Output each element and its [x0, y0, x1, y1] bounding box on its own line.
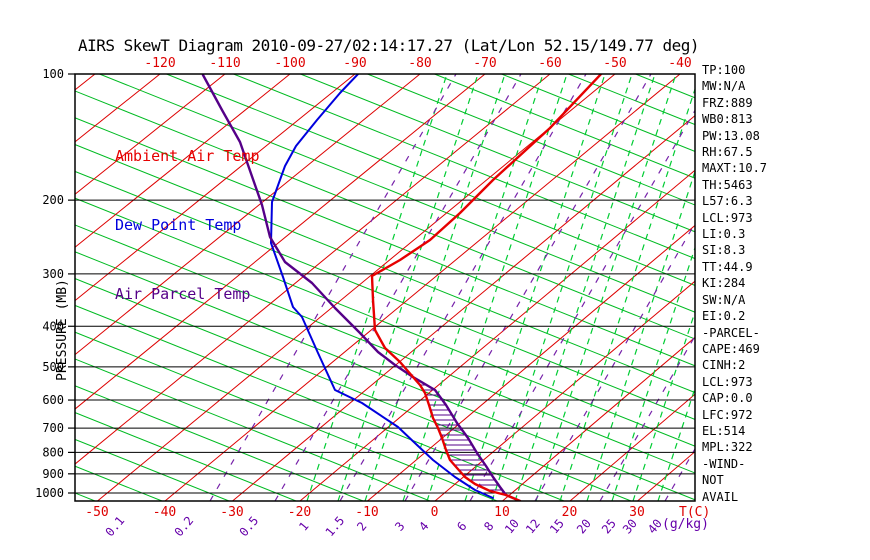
- axis-label: -60: [538, 56, 561, 71]
- parcel-temp-curve: [201, 74, 522, 501]
- axis-label: 200: [42, 193, 64, 207]
- axis-label: -50: [603, 56, 626, 71]
- param-line: NOT: [702, 473, 724, 488]
- axis-label: 300: [42, 267, 64, 281]
- legend-dew-point-temp: Dew Point Temp: [115, 216, 242, 234]
- param-line: AVAIL: [702, 489, 739, 504]
- param-line: CINH:2: [702, 358, 746, 373]
- axis-label: -70: [473, 56, 496, 71]
- legend: Ambient Air Temp Dew Point Temp Air Parc…: [115, 99, 260, 352]
- axis-label: 600: [42, 393, 64, 407]
- axis-label: 20: [562, 505, 578, 520]
- axis-label: 3: [392, 519, 407, 534]
- axis-label: PRESSURE (MB): [55, 279, 70, 381]
- dewpoint-curve: [270, 74, 494, 499]
- axis-label: T(C): [679, 505, 710, 520]
- axis-label: 1000: [35, 486, 64, 500]
- param-line: WB0:813: [702, 112, 753, 127]
- param-line: MW:N/A: [702, 79, 746, 94]
- param-line: TH:5463: [702, 177, 753, 192]
- param-line: LCL:973: [702, 374, 753, 389]
- param-line: CAPE:469: [702, 341, 760, 356]
- param-line: EL:514: [702, 423, 746, 438]
- axis-label: 900: [42, 467, 64, 481]
- axis-label: 6: [454, 519, 469, 534]
- axis-label: 1: [296, 519, 311, 534]
- param-line: KI:284: [702, 276, 746, 291]
- axis-label: 500: [42, 360, 64, 374]
- ambient-temp-curve: [370, 74, 603, 501]
- axis-label: -30: [220, 505, 243, 520]
- param-line: SI:8.3: [702, 243, 746, 258]
- axis-label: 2: [354, 519, 369, 534]
- param-line: RH:67.5: [702, 145, 753, 160]
- param-line: MAXT:10.7: [702, 161, 768, 176]
- axis-label: 12: [523, 516, 543, 536]
- axis-label: 400: [42, 319, 64, 333]
- param-line: LCL:973: [702, 210, 753, 225]
- param-line: LFC:972: [702, 407, 753, 422]
- axis-label: -90: [343, 56, 366, 71]
- axis-label: 0: [431, 505, 439, 520]
- axis-label: 100: [42, 67, 64, 81]
- param-line: -PARCEL-: [702, 325, 760, 340]
- param-line: L57:6.3: [702, 194, 753, 209]
- axis-label: 700: [42, 421, 64, 435]
- param-line: CAP:0.0: [702, 391, 753, 406]
- axis-label: -80: [408, 56, 431, 71]
- axis-label: -120: [144, 56, 175, 71]
- param-line: PW:13.08: [702, 128, 760, 143]
- param-line: MPL:322: [702, 440, 753, 455]
- axis-label: 1.5: [323, 514, 348, 540]
- axis-label: 25: [599, 516, 619, 536]
- moist-adiabat-lines: [209, 74, 695, 501]
- axis-label: -110: [209, 56, 240, 71]
- axis-label: (g/kg): [662, 517, 709, 532]
- axis-label: -40: [668, 56, 691, 71]
- axis-label: 4: [416, 519, 431, 534]
- param-line: SW:N/A: [702, 292, 746, 307]
- axis-label: 10: [494, 505, 510, 520]
- param-line: -WIND-: [702, 456, 746, 471]
- legend-ambient-air-temp: Ambient Air Temp: [115, 147, 260, 165]
- param-line: EI:0.2: [702, 309, 746, 324]
- axis-label: 30: [629, 505, 645, 520]
- axis-label: -10: [355, 505, 378, 520]
- legend-air-parcel-temp: Air Parcel Temp: [115, 285, 251, 303]
- isotherm-lines: [75, 74, 695, 501]
- axis-label: -40: [153, 505, 176, 520]
- pressure-gridlines: [75, 199, 695, 494]
- axis-label: 8: [481, 519, 496, 534]
- param-line: FRZ:889: [702, 95, 753, 110]
- param-line: TP:100: [702, 63, 746, 77]
- param-line: TT:44.9: [702, 259, 753, 274]
- pressure-ticks: [68, 73, 75, 494]
- parameter-panel: TP:100 MW:N/A FRZ:889 WB0:813 PW:13.08 RH:67.…: [702, 62, 767, 505]
- axis-label: 800: [42, 445, 64, 459]
- mixing-ratio-lines: [306, 74, 695, 501]
- axis-label: -100: [274, 56, 305, 71]
- param-line: LI:0.3: [702, 227, 746, 242]
- plot-frame: [74, 73, 696, 502]
- axis-label: -50: [85, 505, 108, 520]
- axis-label: -20: [288, 505, 311, 520]
- chart-title: AIRS SkewT Diagram 2010-09-27/02:14:17.2…: [78, 36, 700, 55]
